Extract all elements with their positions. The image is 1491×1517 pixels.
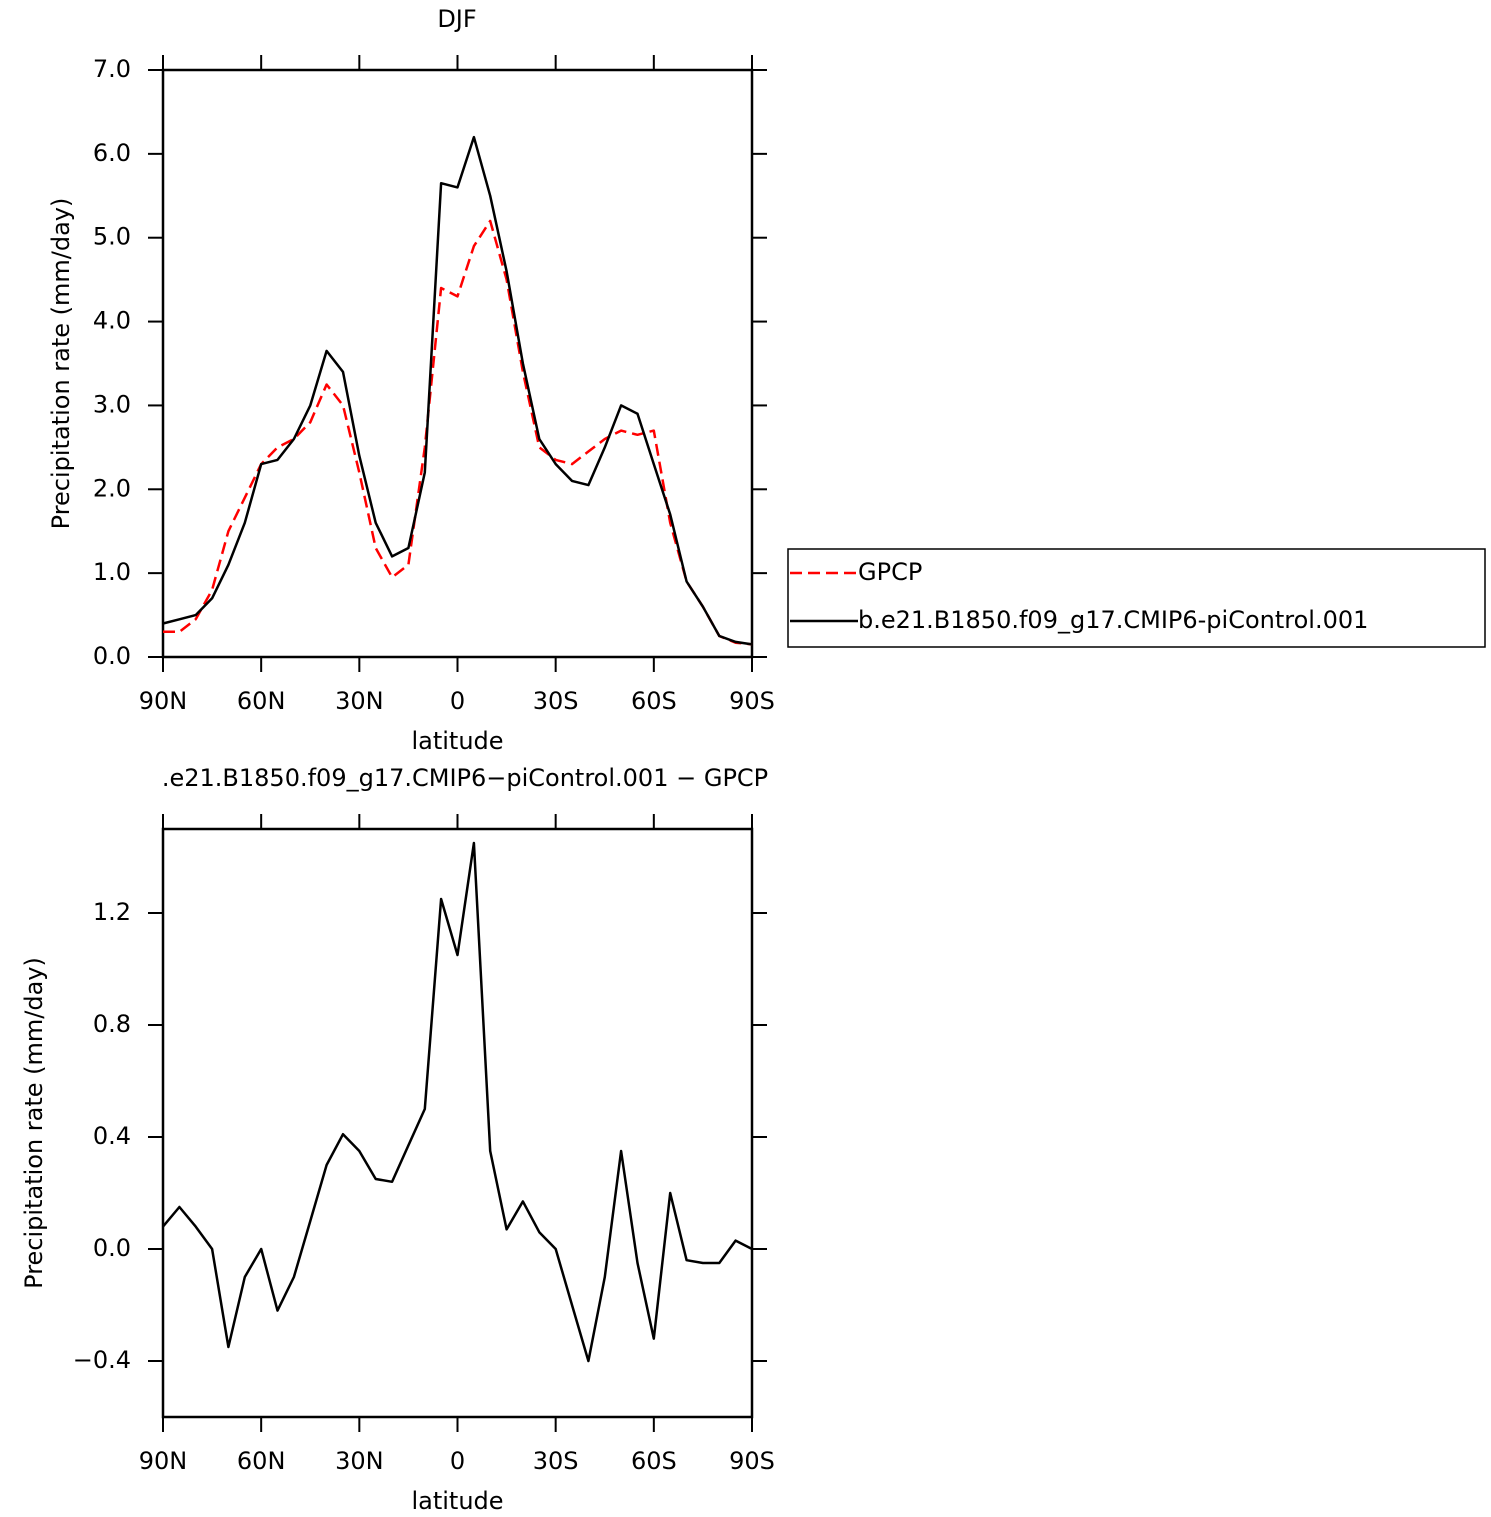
y-axis-label: Precipitation rate (mm/day) xyxy=(20,957,48,1289)
x-tick-label: 90N xyxy=(139,687,188,715)
y-tick-label: 7.0 xyxy=(93,55,131,83)
y-tick-label: 4.0 xyxy=(93,307,131,335)
chart-title: .e21.B1850.f09_g17.CMIP6−piControl.001 −… xyxy=(162,764,768,792)
x-tick-label: 90S xyxy=(729,1447,775,1475)
y-tick-label: 5.0 xyxy=(93,223,131,251)
x-tick-label: 30S xyxy=(533,1447,579,1475)
y-tick-label: 0.4 xyxy=(93,1122,131,1150)
y-tick-label: 6.0 xyxy=(93,139,131,167)
data-line xyxy=(162,135,753,646)
y-axis-label: Precipitation rate (mm/day) xyxy=(47,198,75,530)
legend-box xyxy=(787,548,1486,648)
x-tick-label: 30N xyxy=(335,1447,384,1475)
x-tick-label: 60S xyxy=(631,1447,677,1475)
legend-label: b.e21.B1850.f09_g17.CMIP6-piControl.001 xyxy=(858,606,1368,634)
plot-frame xyxy=(161,827,754,1419)
x-tick-label: 30S xyxy=(533,687,579,715)
x-axis-label: latitude xyxy=(411,727,503,755)
x-tick-label: 60N xyxy=(237,687,286,715)
data-line xyxy=(163,219,753,646)
y-tick-label: −0.4 xyxy=(73,1346,131,1374)
y-tick-label: 2.0 xyxy=(93,474,131,502)
x-tick-label: 60N xyxy=(237,1447,286,1475)
x-tick-label: 0 xyxy=(450,687,465,715)
legend-label: GPCP xyxy=(858,558,922,586)
x-tick-label: 90S xyxy=(729,687,775,715)
chart-title: DJF xyxy=(437,5,476,33)
x-tick-label: 90N xyxy=(139,1447,188,1475)
y-tick-label: 0.8 xyxy=(93,1010,131,1038)
x-tick-label: 0 xyxy=(450,1447,465,1475)
y-tick-label: 0.0 xyxy=(93,1234,131,1262)
y-tick-label: 1.2 xyxy=(93,898,131,926)
data-line xyxy=(162,841,753,1363)
x-tick-label: 30N xyxy=(335,687,384,715)
x-axis-label: latitude xyxy=(411,1487,503,1515)
x-tick-label: 60S xyxy=(631,687,677,715)
y-tick-label: 0.0 xyxy=(93,642,131,670)
plot-frame xyxy=(161,68,754,659)
y-tick-label: 3.0 xyxy=(93,390,131,418)
y-tick-label: 1.0 xyxy=(93,558,131,586)
